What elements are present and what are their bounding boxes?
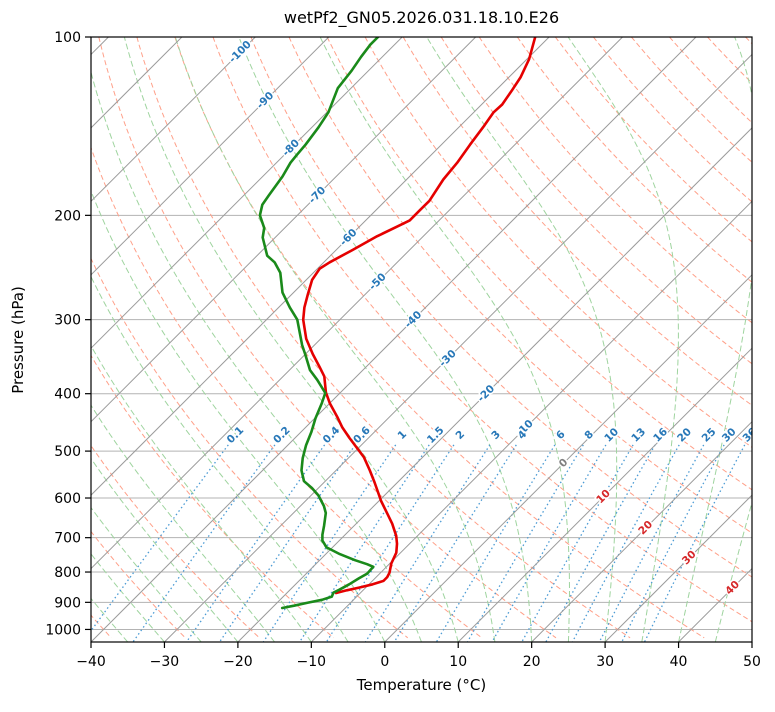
y-tick-label: 500 <box>54 444 81 460</box>
dewpoint-curve <box>258 37 380 610</box>
temperature-curve <box>301 37 537 595</box>
isotherm-lines <box>91 37 752 642</box>
mixing-ratio-lines <box>91 444 746 642</box>
y-axis-ticks: 100 200 300 400 500 600 700 800 900 1000 <box>45 30 91 638</box>
mixing-ratio-label: 36 <box>740 426 759 445</box>
x-tick-label: 0 <box>380 654 389 670</box>
x-tick-label: 40 <box>670 654 688 670</box>
mixing-ratio-label: 30 <box>720 426 739 445</box>
x-tick-label: −20 <box>223 654 253 670</box>
y-tick-label: 1000 <box>45 622 81 638</box>
x-axis-label: Temperature (°C) <box>356 676 487 694</box>
x-tick-label: 50 <box>743 654 761 670</box>
x-tick-label: −10 <box>297 654 327 670</box>
y-tick-label: 800 <box>54 565 81 581</box>
chart-title: wetPf2_GN05.2026.031.18.10.E26 <box>283 8 560 27</box>
mixing-ratio-label: 1 <box>395 428 409 442</box>
mixing-ratio-label: 2 <box>453 428 467 442</box>
mixing-ratio-label: 0.4 <box>321 424 343 446</box>
mixing-ratio-label: 20 <box>675 426 694 445</box>
mixing-ratio-label: 0.2 <box>271 424 293 446</box>
mixing-ratio-label: 8 <box>582 428 596 442</box>
y-tick-label: 100 <box>54 30 81 46</box>
mixing-ratio-label: 25 <box>700 426 719 445</box>
y-tick-label: 900 <box>54 595 81 611</box>
y-tick-label: 300 <box>54 313 81 329</box>
y-tick-label: 700 <box>54 531 81 547</box>
y-tick-label: 200 <box>54 208 81 224</box>
mixing-ratio-label: 6 <box>554 428 568 442</box>
plot-contents: -100-90-80-70-60-50-40-30-20-10010203040… <box>91 37 759 642</box>
moist-adiabat-lines <box>91 37 752 642</box>
mixing-ratio-label: 1.5 <box>425 424 447 446</box>
mixing-ratio-label: 10 <box>602 426 621 445</box>
dry-adiabat-lines <box>91 37 752 639</box>
x-tick-label: 10 <box>449 654 467 670</box>
x-tick-label: −40 <box>76 654 106 670</box>
y-tick-label: 400 <box>54 387 81 403</box>
axis-frame <box>90 36 753 643</box>
y-tick-label: 600 <box>54 491 81 507</box>
x-axis-ticks: −40 −30 −20 −10 0 10 20 30 40 50 <box>76 642 761 670</box>
mixing-ratio-label: 0.1 <box>225 424 247 446</box>
y-axis-label: Pressure (hPa) <box>9 286 27 394</box>
mixing-ratio-label: 13 <box>629 426 648 445</box>
pressure-gridlines <box>91 37 752 630</box>
x-tick-label: 20 <box>523 654 541 670</box>
x-tick-label: −30 <box>150 654 180 670</box>
mixing-ratio-label: 3 <box>489 428 503 442</box>
x-tick-label: 30 <box>596 654 614 670</box>
